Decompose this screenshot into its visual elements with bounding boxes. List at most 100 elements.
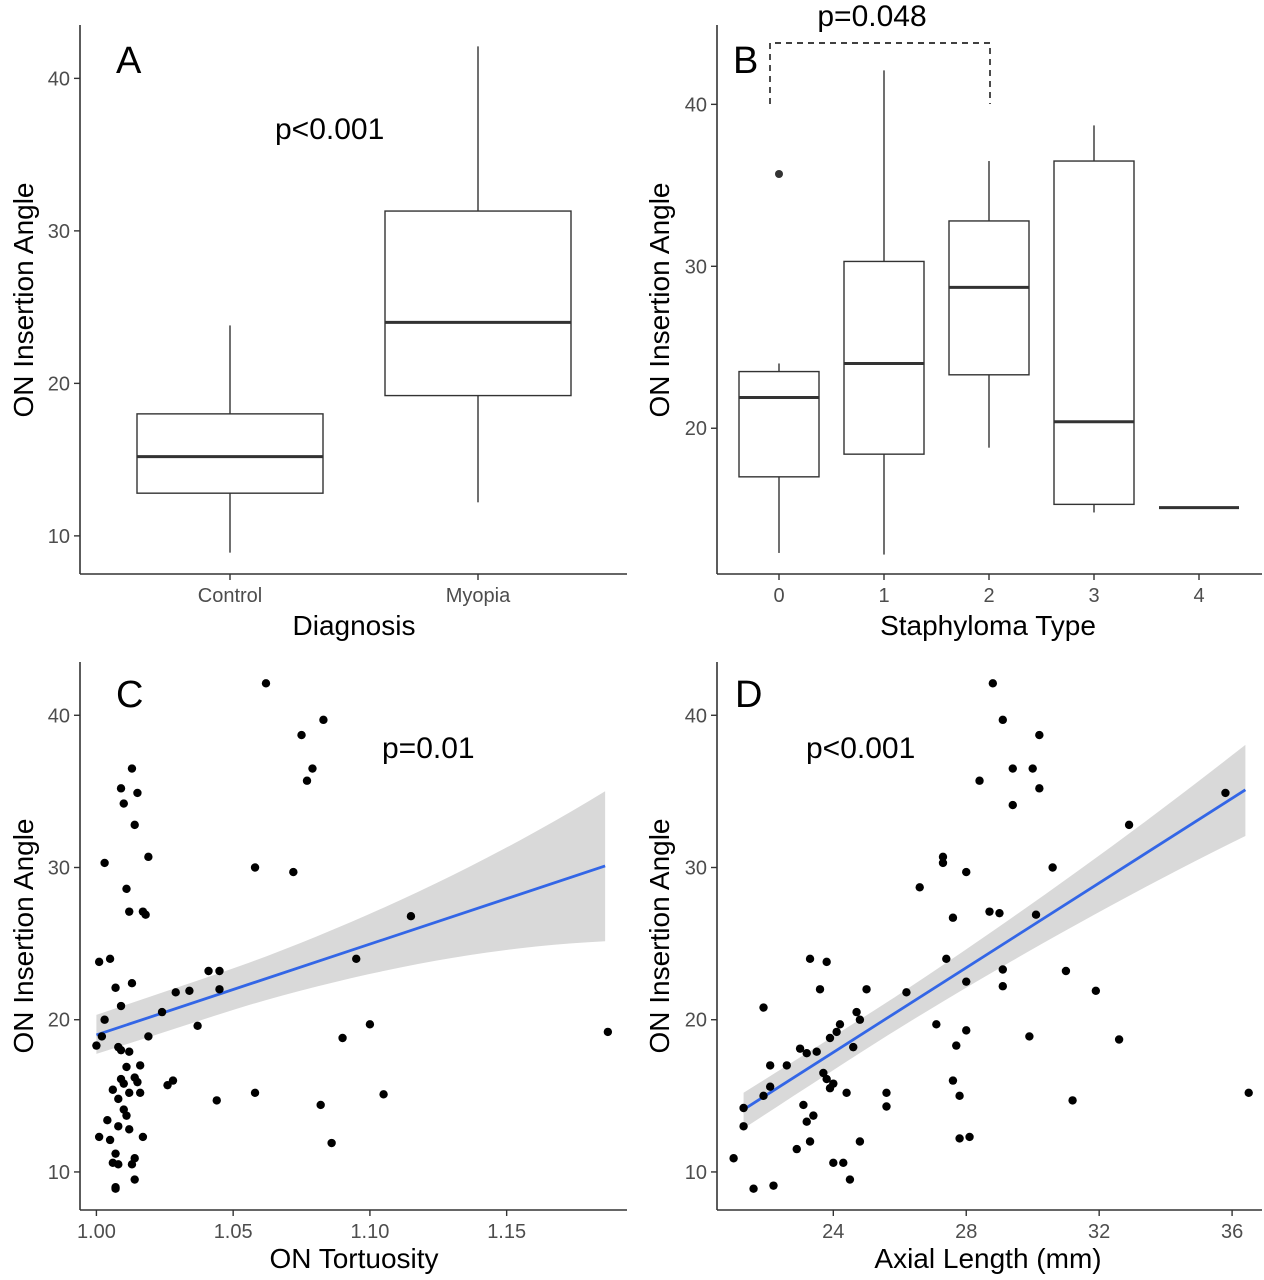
panel-c-data-point	[105, 954, 115, 964]
panel-d-data-point	[769, 1181, 778, 1190]
panel-b-y-ticks: 20 30 40	[685, 94, 717, 440]
panel-b-x-tick-label: 4	[1193, 585, 1204, 607]
panel-c-data-point	[193, 1021, 202, 1031]
panel-c-data-point	[319, 715, 328, 725]
panel-d-data-point	[792, 1144, 801, 1154]
panel-b-y-tick-label: 30	[685, 256, 707, 278]
panel-d-y-tick-label: 30	[685, 858, 707, 880]
panel-c-data-point	[111, 1149, 120, 1158]
iqr-box	[136, 413, 324, 494]
panel-c-data-point	[111, 983, 120, 992]
panel-c-y-tick-label: 40	[48, 705, 70, 727]
panel-c-data-point	[122, 1111, 131, 1120]
panel-d-data-point	[932, 1020, 941, 1029]
panel-d-data-point	[855, 1015, 865, 1024]
panel-b-comparison-bracket	[769, 42, 991, 104]
panel-a-y-tick-label: 40	[48, 68, 70, 90]
panel-c-data-point	[114, 1094, 123, 1104]
panel-c-data-point	[116, 784, 126, 793]
panel-d-x-tick-label: 28	[955, 1221, 977, 1243]
panel-c-data-point	[133, 1077, 142, 1087]
panel-d-y-tick-label: 40	[685, 705, 707, 727]
panel-d-data-point	[829, 1079, 838, 1088]
panel-d-data-point	[995, 908, 1004, 918]
panel-b-box-1	[843, 70, 925, 555]
panel-c-data-point	[133, 788, 142, 798]
panel-c-data-point	[168, 1076, 178, 1085]
panel-c-regression-line	[95, 864, 606, 1037]
panel-c-data-point	[144, 852, 153, 862]
panel-d-data-point	[849, 1042, 858, 1052]
panel-c-data-point	[185, 986, 194, 995]
panel-a-y-tick-label: 30	[48, 221, 70, 243]
panel-c-data-point	[141, 910, 150, 919]
panel-d-data-point	[802, 1049, 811, 1058]
panel-c-data-point	[327, 1138, 336, 1148]
panel-c-data-point	[94, 1132, 104, 1142]
panel-d-data-point	[1124, 820, 1134, 830]
panel-a-y-tick-label: 20	[48, 373, 70, 395]
panel-d-data-point	[759, 1003, 768, 1012]
panel-d-annotation: p<0.001	[806, 732, 915, 765]
panel-d-data-point	[975, 776, 984, 785]
panel-c-data-point	[302, 776, 312, 785]
panel-c-data-point	[92, 1041, 101, 1050]
panel-c-data-point	[215, 966, 224, 976]
panel-d-letter: D	[735, 674, 762, 716]
panel-c-data-point	[406, 912, 416, 921]
panel-c-data-point	[204, 966, 213, 976]
panel-c-data-point	[100, 1015, 109, 1024]
panel-c-x-tick-label: 1.10	[350, 1221, 389, 1243]
panel-c-data-point	[603, 1027, 613, 1037]
panel-d-data-point	[1091, 986, 1101, 995]
panel-c-data-point	[125, 1088, 134, 1097]
panel-b-y-tick-label: 20	[685, 418, 707, 440]
panel-d-data-point	[852, 1007, 861, 1017]
panel-a-plot-area	[136, 46, 572, 553]
panel-c-data-point	[250, 1088, 260, 1097]
panel-d-data-point	[902, 988, 911, 997]
panel-d-data-point	[759, 1091, 768, 1101]
panel-d-data-point	[962, 977, 971, 986]
panel-c-data-point	[212, 1096, 221, 1105]
panel-c-x-tick-label: 1.05	[214, 1221, 253, 1243]
panel-c-data-point	[215, 985, 224, 994]
panel-d-data-point	[882, 1088, 891, 1097]
panel-d-data-point	[1244, 1088, 1253, 1097]
panel-d-confidence-band	[743, 744, 1246, 1129]
panel-b-letter: B	[733, 40, 758, 82]
panel-d-data-point	[938, 852, 948, 862]
panel-c-data-point	[125, 1047, 134, 1056]
panel-c-data-point	[379, 1090, 388, 1099]
outlier-point	[775, 169, 783, 178]
panel-d-data-point	[998, 982, 1007, 991]
panel-d-x-ticks: 24 28 32 36	[822, 1210, 1243, 1243]
panel-c-data-point	[338, 1033, 347, 1043]
panel-d-data-point	[998, 715, 1007, 725]
panel-c-y-tick-label: 30	[48, 858, 70, 880]
panel-c-data-point	[97, 1032, 107, 1041]
panel-d-data-point	[835, 1020, 845, 1029]
panel-d-data-point	[839, 1158, 848, 1168]
panel-d-data-point	[809, 1111, 818, 1120]
panel-d-data-point	[845, 1175, 855, 1184]
panel-d-y-tick-label: 20	[685, 1010, 707, 1032]
panel-d-data-point	[955, 1091, 964, 1101]
panel-d-data-point	[882, 1102, 891, 1111]
panel-d-x-tick-label: 32	[1088, 1221, 1110, 1243]
panel-d-data-point	[782, 1061, 791, 1070]
panel-d-data-point	[832, 1027, 841, 1037]
panel-c-data-point	[111, 1184, 120, 1193]
panel-d-data-point	[729, 1154, 738, 1163]
panel-c-data-point	[94, 957, 104, 967]
panel-a-x-tick-label: Control	[198, 585, 262, 607]
panel-d-data-point	[948, 1076, 958, 1085]
panel-d-data-point	[799, 1100, 808, 1110]
panel-c-data-point	[108, 1085, 118, 1094]
panel-a-y-tick-label: 10	[48, 526, 70, 548]
panel-d-data-point	[802, 1117, 811, 1126]
panel-b-x-tick-label: 1	[878, 585, 889, 607]
panel-c-x-tick-label: 1.00	[77, 1221, 116, 1243]
panel-b-x-tick-label: 2	[983, 585, 994, 607]
panel-c-data-point	[114, 1160, 123, 1169]
